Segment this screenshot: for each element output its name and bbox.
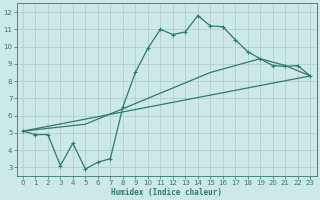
X-axis label: Humidex (Indice chaleur): Humidex (Indice chaleur) — [111, 188, 222, 197]
